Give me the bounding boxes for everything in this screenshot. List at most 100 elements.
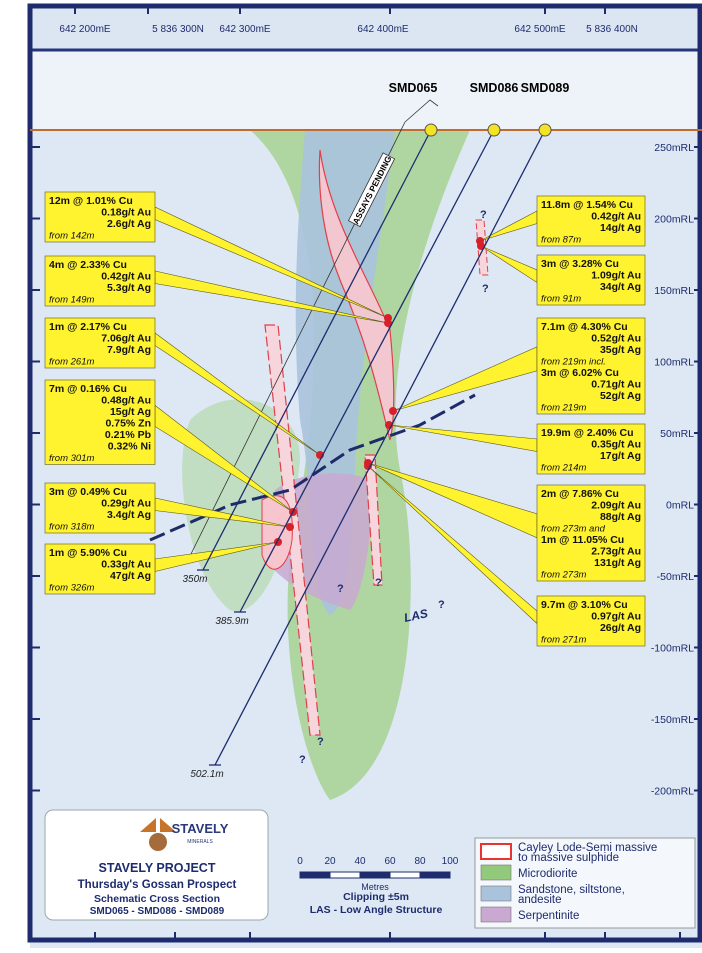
lode — [261, 495, 293, 570]
question-mark: ? — [299, 754, 306, 766]
scale-tick-label: 60 — [384, 856, 396, 867]
intercept-box — [536, 317, 646, 415]
intercept-line: 3m @ 3.28% Cu — [541, 258, 619, 270]
drill-hole — [214, 129, 546, 766]
frame — [27, 3, 702, 943]
scale-unit: Metres — [361, 882, 389, 892]
rl-label: -200mRL — [651, 786, 694, 798]
intercept-line: 0.75% Zn — [105, 418, 151, 430]
scale-tick-label: 80 — [414, 856, 426, 867]
scale-segment — [389, 871, 421, 879]
intercept-line: from 318m — [49, 522, 94, 533]
hole-name: SMD089 — [521, 81, 570, 95]
intercept-line: 9.7m @ 3.10% Cu — [541, 599, 628, 611]
rl-label: -100mRL — [651, 643, 694, 655]
question-mark: ? — [317, 736, 324, 748]
drill-hole — [202, 129, 432, 571]
intercept-line: 2m @ 7.86% Cu — [541, 488, 619, 500]
intercept-box — [536, 423, 646, 475]
scale-segment — [299, 871, 331, 879]
intercept-line: 0.42g/t Au — [101, 271, 151, 283]
intercept-line: 0.32% Ni — [108, 441, 151, 453]
intercept-line: 1m @ 11.05% Cu — [541, 534, 624, 546]
scale-bar: 0 20 40 60 80 100 Metres — [297, 856, 459, 892]
project: STAVELY PROJECT — [99, 861, 216, 875]
question-mark: ? — [375, 577, 382, 589]
las-note: LAS - Low Angle Structure — [310, 904, 443, 916]
intercept-line: 4m @ 2.33% Cu — [49, 259, 127, 271]
section-name: Schematic Cross Section — [94, 893, 220, 905]
hole-depth: 385.9m — [215, 616, 248, 627]
assays-box — [347, 152, 396, 228]
hole-depth: 350m — [182, 574, 207, 585]
legend-swatch — [480, 864, 512, 881]
intercept-mark — [384, 319, 392, 327]
intercept-line: 52g/t Ag — [600, 390, 641, 402]
intercept-line: 0.48g/t Au — [101, 395, 151, 407]
intercept-line: 1m @ 5.90% Cu — [49, 547, 127, 559]
intercept-box — [44, 482, 156, 534]
scale-segment — [359, 871, 391, 879]
grid-label: 5 836 400N — [586, 24, 638, 35]
grid-label: 642 400mE — [357, 24, 408, 35]
intercept-line: from 326m — [49, 583, 94, 594]
grid-label: 642 500mE — [514, 24, 565, 35]
question-mark: ? — [337, 583, 344, 595]
intercept-line: from 219m — [541, 403, 586, 414]
las-label: LAS — [403, 606, 429, 625]
intercept-line: 35g/t Ag — [600, 344, 641, 356]
intercept-line: 47g/t Ag — [110, 570, 151, 582]
intercept-line: 0.29g/t Au — [101, 498, 151, 510]
lode — [318, 149, 395, 441]
legend-label: Microdiorite — [518, 868, 577, 880]
grid-label: 642 300mE — [219, 24, 270, 35]
legend-swatch — [480, 906, 512, 923]
rl-label: 50mRL — [660, 428, 694, 440]
question-mark: ? — [482, 283, 489, 295]
legend-label: Sandstone, siltstone, andesite — [518, 884, 625, 906]
intercept-line: 5.3g/t Ag — [107, 282, 151, 294]
scale-tick-label: 40 — [354, 856, 366, 867]
logo-sub: MINERALS — [187, 839, 213, 845]
drill-hole — [239, 129, 495, 613]
rl-label: 250mRL — [654, 142, 694, 154]
intercept-line: 7.06g/t Au — [101, 333, 151, 345]
intercept-line: 0.35g/t Au — [591, 439, 641, 451]
intercept-line: from 219m incl. — [541, 357, 606, 368]
intercept-line: 15g/t Ag — [110, 406, 151, 418]
intercept-box — [44, 317, 156, 369]
intercept-mark — [286, 523, 294, 531]
intercept-box — [44, 543, 156, 595]
intercept-mark — [389, 407, 397, 415]
scale-segment — [329, 871, 361, 879]
intercept-line: 131g/t Ag — [594, 557, 641, 569]
intercept-line: from 301m — [49, 453, 94, 464]
hole-depth: 502.1m — [190, 769, 223, 780]
legend: Cayley Lode-Semi massive to massive sulph… — [480, 842, 657, 923]
prospect: Thursday's Gossan Prospect — [78, 879, 237, 891]
rl-label: 150mRL — [654, 285, 694, 297]
rl-label: -50mRL — [657, 571, 695, 583]
intercept-line: 2.09g/t Au — [591, 500, 641, 512]
intercept-line: from 87m — [541, 235, 581, 246]
intercept-line: 3m @ 0.49% Cu — [49, 486, 127, 498]
legend-line: andesite — [518, 894, 561, 906]
intercept-line: 14g/t Ag — [600, 222, 641, 234]
collar — [538, 123, 552, 137]
intercept-line: 2.73g/t Au — [591, 546, 641, 558]
logo-mark — [149, 833, 167, 851]
intercept-line: 1.09g/t Au — [591, 270, 641, 282]
intercept-line: from 91m — [541, 294, 581, 305]
rl-label: 0mRL — [666, 500, 694, 512]
intercept-line: 2.6g/t Ag — [107, 218, 151, 230]
intercept-line: 3m @ 6.02% Cu — [541, 367, 619, 379]
clipping: Clipping ±5m — [343, 891, 409, 903]
intercept-line: 0.71g/t Au — [591, 379, 641, 391]
legend-swatch — [480, 885, 512, 902]
intercept-box — [536, 595, 646, 647]
intercept-line: from 273m — [541, 570, 586, 581]
intercept-line: 0.18g/t Au — [101, 207, 151, 219]
question-mark: ? — [480, 209, 487, 221]
intercept-line: from 261m — [49, 357, 94, 368]
intercept-line: 26g/t Ag — [600, 622, 641, 634]
